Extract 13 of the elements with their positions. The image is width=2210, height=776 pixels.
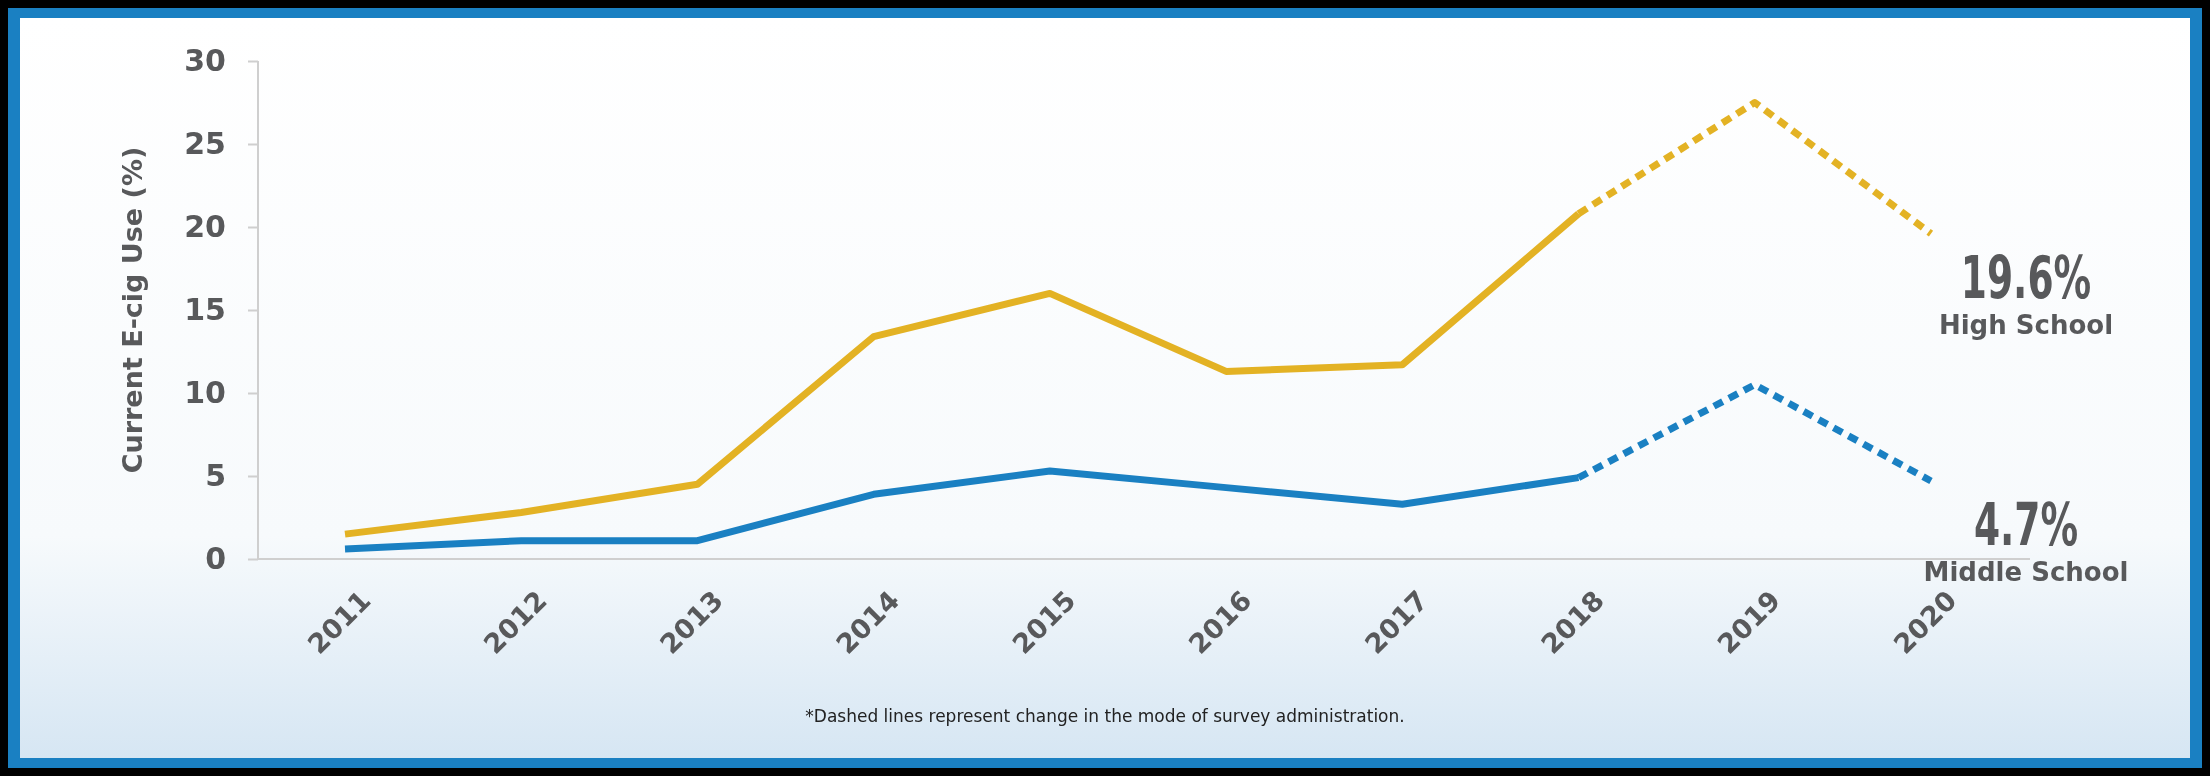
y-tick-label: 10 <box>184 375 226 411</box>
y-tick-label: 0 <box>205 541 226 577</box>
text: High School <box>1938 309 2114 340</box>
y-tick-label: 25 <box>184 126 226 162</box>
data-label: 19.6% <box>1960 243 2092 312</box>
y-axis-title: Current E-cig Use (%) <box>117 146 148 474</box>
data-label: 4.7% <box>1973 491 2079 559</box>
y-tick-label: 20 <box>184 209 226 245</box>
text: Middle School <box>1923 556 2129 587</box>
y-tick-label: 15 <box>184 292 226 328</box>
text: *Dashed lines represent change in the mode of survey administration. <box>805 706 1405 726</box>
y-tick-label: 5 <box>205 458 226 494</box>
y-tick-label: 30 <box>184 43 226 79</box>
